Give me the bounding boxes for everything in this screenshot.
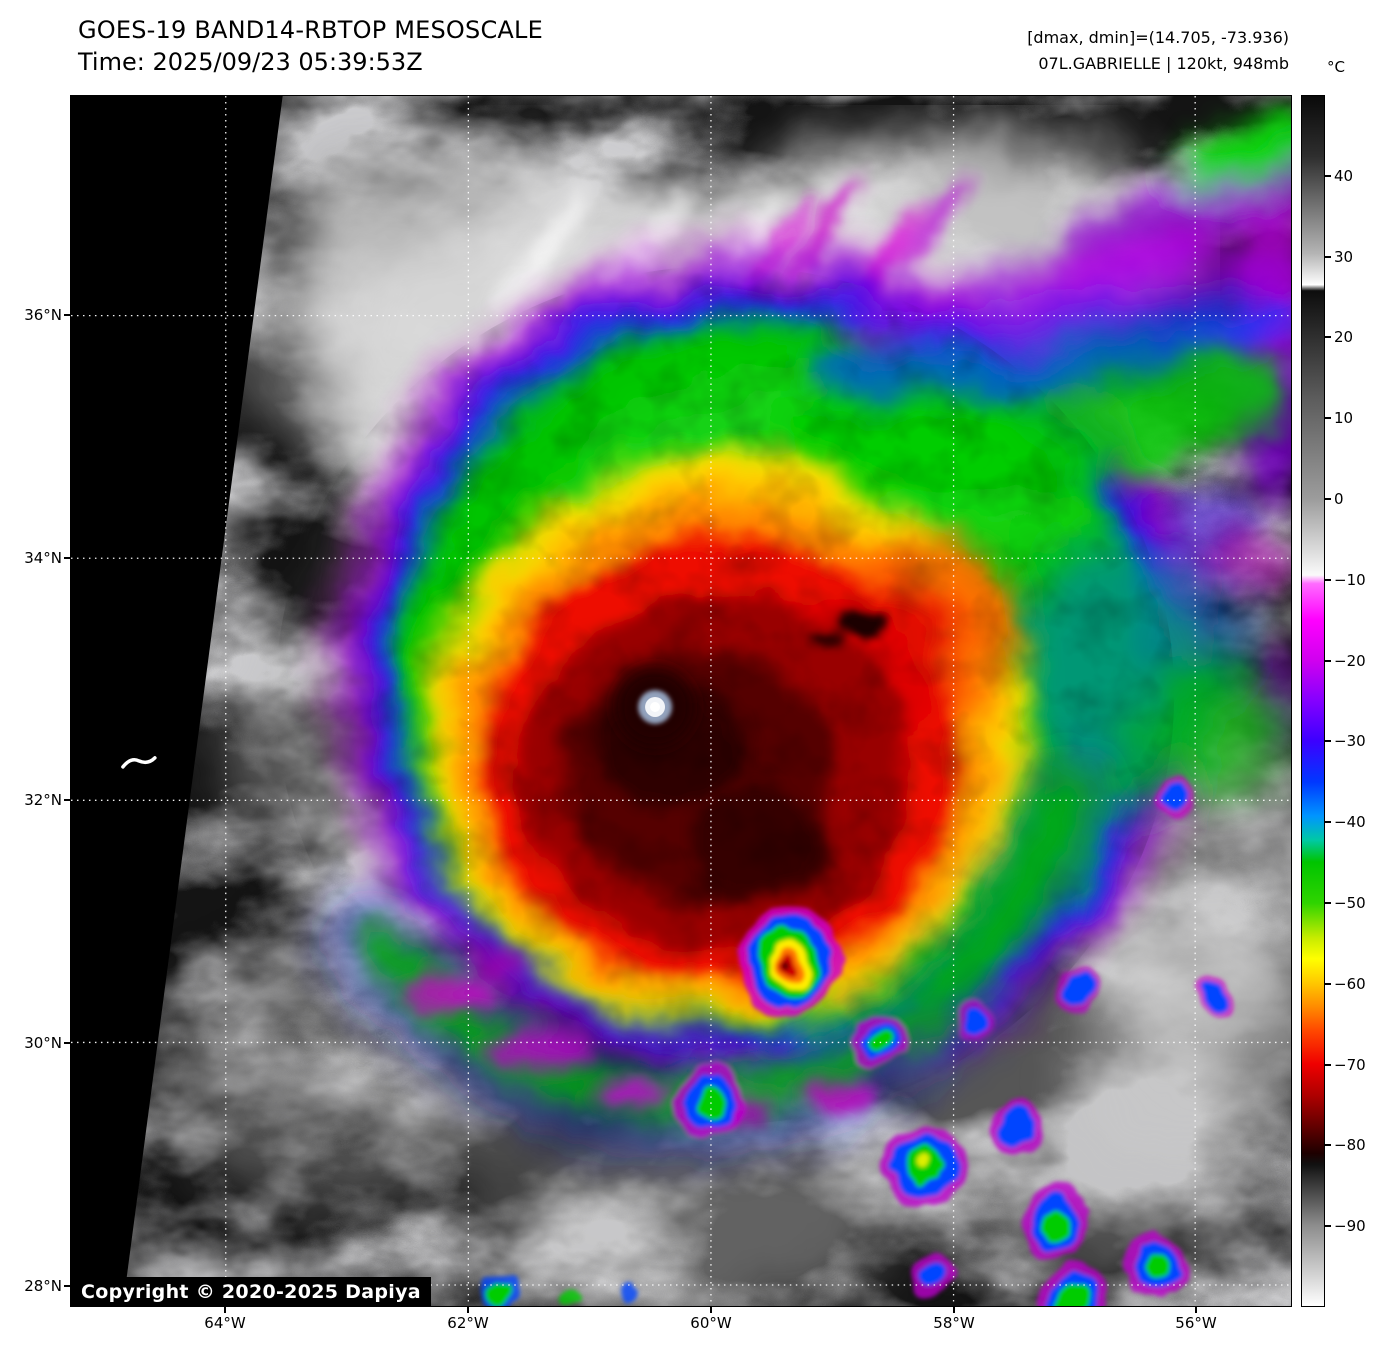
- colorbar-tick-label: 40: [1334, 167, 1354, 185]
- colorbar-tick-label: −10: [1334, 571, 1366, 589]
- colorbar-tick: [1325, 336, 1331, 338]
- lat-tick: [64, 557, 70, 559]
- colorbar-tick: [1325, 175, 1331, 177]
- colorbar-tick-label: −80: [1334, 1136, 1366, 1154]
- lon-tick: [224, 1307, 226, 1313]
- colorbar-tick: [1325, 1144, 1331, 1146]
- colorbar-tick: [1325, 1225, 1331, 1227]
- lon-label: 60°W: [690, 1314, 732, 1332]
- colorbar-tick-label: 30: [1334, 248, 1354, 266]
- colorbar-tick-label: −20: [1334, 652, 1366, 670]
- colorbar-tick-label: −50: [1334, 894, 1366, 912]
- copyright-badge: Copyright © 2020-2025 Dapiya: [71, 1277, 431, 1307]
- colorbar-tick-label: −30: [1334, 732, 1366, 750]
- lon-label: 58°W: [933, 1314, 975, 1332]
- colorbar-tick: [1325, 579, 1331, 581]
- lon-label: 62°W: [447, 1314, 489, 1332]
- colorbar-tick: [1325, 256, 1331, 258]
- colorbar: [1301, 95, 1325, 1307]
- lat-tick: [64, 1285, 70, 1287]
- colorbar-tick-label: 20: [1334, 328, 1354, 346]
- bermuda-island: [121, 756, 157, 769]
- lon-tick: [710, 1307, 712, 1313]
- southern-rainbands: [323, 747, 1233, 1306]
- grid-lines: [71, 96, 1291, 1306]
- lat-label: 34°N: [24, 549, 62, 567]
- satellite-image: [70, 95, 1292, 1307]
- lon-tick: [953, 1307, 955, 1313]
- colorbar-tick: [1325, 740, 1331, 742]
- colorbar-tick: [1325, 983, 1331, 985]
- colorbar-tick: [1325, 417, 1331, 419]
- lon-tick: [467, 1307, 469, 1313]
- dmax-dmin-readout: [dmax, dmin]=(14.705, -73.936): [1027, 28, 1289, 47]
- convective-cell: [735, 910, 840, 1015]
- colorbar-tick-label: 0: [1334, 490, 1344, 508]
- colorbar-tick: [1325, 821, 1331, 823]
- colorbar-tick: [1325, 660, 1331, 662]
- scan-edge-wedge: [71, 96, 283, 1306]
- lon-tick: [1195, 1307, 1197, 1313]
- lat-tick: [64, 314, 70, 316]
- lat-label: 36°N: [24, 306, 62, 324]
- lat-label: 32°N: [24, 791, 62, 809]
- lat-tick: [64, 1042, 70, 1044]
- colorbar-tick-label: −40: [1334, 813, 1366, 831]
- colorbar-tick-label: −70: [1334, 1056, 1366, 1074]
- hurricane-imagery: [71, 96, 1291, 1306]
- lon-label: 56°W: [1175, 1314, 1217, 1332]
- colorbar-tick: [1325, 498, 1331, 500]
- hurricane-eye: [615, 667, 695, 747]
- timestamp: Time: 2025/09/23 05:39:53Z: [78, 48, 423, 76]
- lon-label: 64°W: [204, 1314, 246, 1332]
- convective-cells: [484, 774, 1233, 1306]
- colorbar-tick-label: 10: [1334, 409, 1354, 427]
- storm-info: 07L.GABRIELLE | 120kt, 948mb: [1038, 54, 1289, 73]
- colorbar-tick: [1325, 1064, 1331, 1066]
- lat-label: 30°N: [24, 1034, 62, 1052]
- lat-label: 28°N: [24, 1277, 62, 1295]
- colorbar-unit-label: °C: [1327, 58, 1345, 76]
- page-title: GOES-19 BAND14-RBTOP MESOSCALE: [78, 16, 543, 44]
- colorbar-tick: [1325, 902, 1331, 904]
- colorbar-tick-label: −60: [1334, 975, 1366, 993]
- colorbar-tick-label: −90: [1334, 1217, 1366, 1235]
- lat-tick: [64, 799, 70, 801]
